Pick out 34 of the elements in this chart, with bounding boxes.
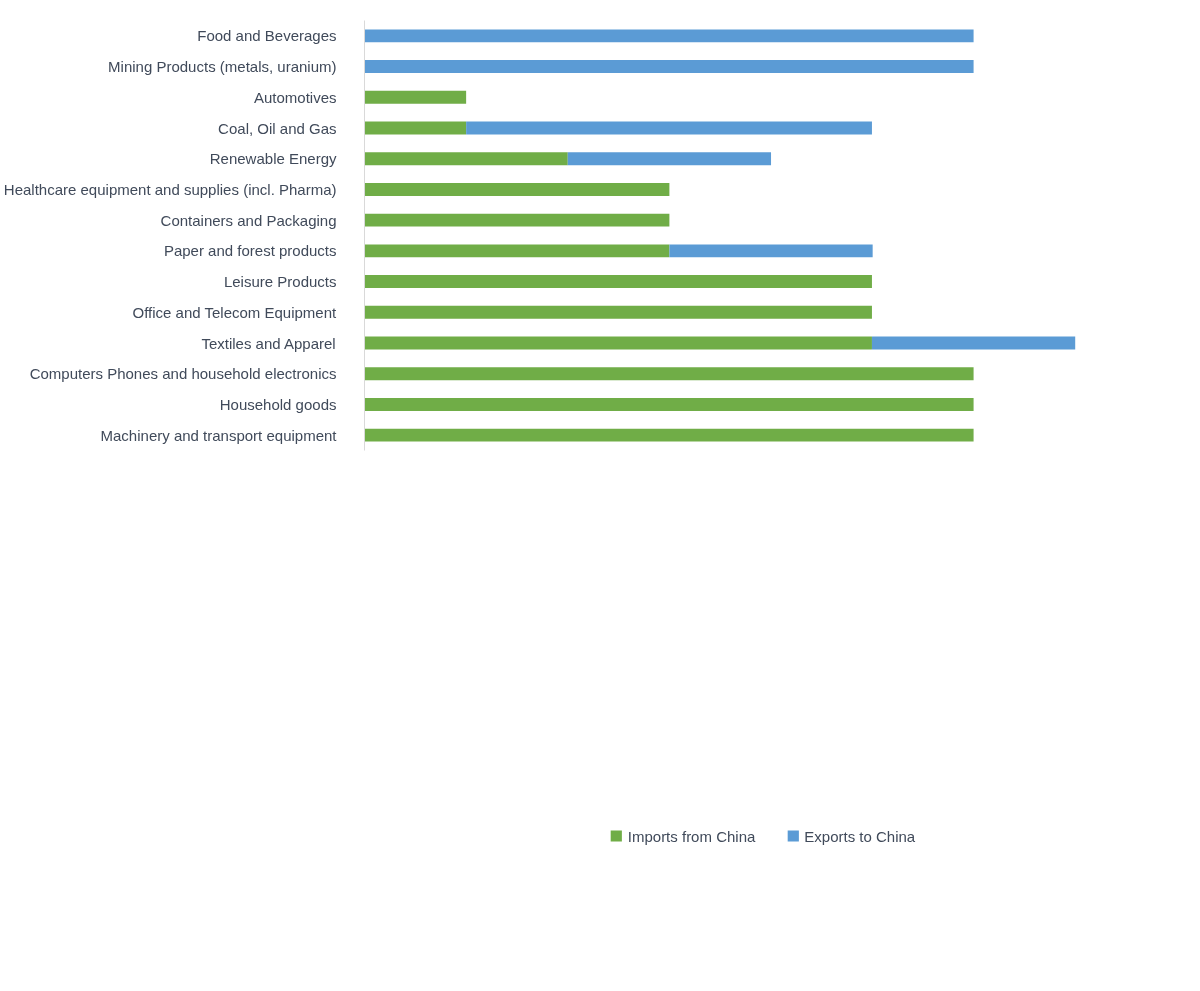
bar bbox=[364, 244, 670, 258]
y-tick-label: Machinery and transport equipment bbox=[100, 426, 338, 444]
y-tick-label: Mining Products (metals, uranium) bbox=[108, 58, 337, 76]
bar bbox=[364, 152, 568, 166]
bar bbox=[364, 213, 670, 227]
bar bbox=[364, 336, 872, 350]
y-tick-label: Automotives bbox=[253, 88, 337, 106]
y-tick-label: Computers Phones and household electronics bbox=[29, 365, 337, 383]
bar bbox=[364, 121, 467, 135]
bar bbox=[364, 60, 974, 74]
y-tick-label: Healthcare equipment and supplies (incl. Pharma) bbox=[3, 180, 337, 198]
y-tick-label: Renewable Energy bbox=[209, 150, 337, 168]
legend-label: Exports to China bbox=[804, 827, 916, 845]
bar bbox=[364, 428, 974, 442]
y-tick-label: Textiles and Apparel bbox=[201, 334, 336, 352]
y-tick-label: Household goods bbox=[219, 395, 337, 413]
bar bbox=[364, 397, 974, 411]
y-tick-label: Food and Beverages bbox=[197, 27, 337, 45]
bar bbox=[466, 121, 872, 135]
bar bbox=[364, 367, 974, 381]
bar bbox=[364, 90, 467, 104]
bar bbox=[669, 244, 873, 258]
y-tick-label: Paper and forest products bbox=[163, 242, 337, 260]
bar bbox=[364, 305, 872, 319]
bar bbox=[364, 29, 974, 43]
y-tick-label: Containers and Packaging bbox=[160, 211, 337, 229]
y-tick-label: Office and Telecom Equipment bbox=[132, 303, 338, 321]
bar bbox=[567, 152, 772, 166]
bar bbox=[364, 182, 670, 196]
y-tick-label: Leisure Products bbox=[223, 273, 337, 291]
legend-label: Imports from China bbox=[627, 827, 756, 845]
bar bbox=[871, 336, 1076, 350]
bar bbox=[364, 275, 872, 289]
y-tick-label: Coal, Oil and Gas bbox=[218, 119, 337, 137]
